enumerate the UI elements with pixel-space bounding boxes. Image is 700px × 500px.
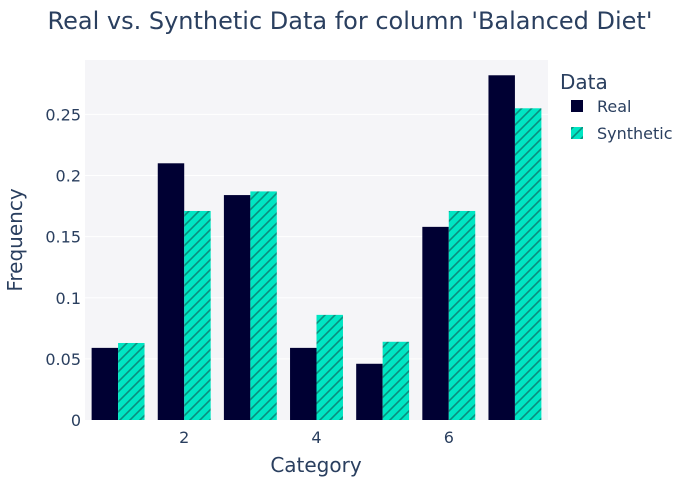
- bar-synthetic-6[interactable]: [448, 210, 476, 420]
- x-tick-label: 6: [444, 428, 454, 447]
- bar-real-4[interactable]: [290, 347, 317, 420]
- bars: [91, 75, 542, 421]
- bar-real-1[interactable]: [91, 347, 119, 420]
- bar-synthetic-4[interactable]: [316, 314, 343, 420]
- y-tick-label: 0: [71, 411, 81, 430]
- x-tick-label: 2: [179, 428, 189, 447]
- bar-synthetic-7[interactable]: [514, 108, 542, 421]
- y-tick-label: 0.2: [56, 167, 81, 186]
- legend-label-real: Real: [597, 97, 632, 116]
- bar-real-5[interactable]: [356, 363, 383, 420]
- y-tick-label: 0.05: [45, 350, 81, 369]
- chart-title: Real vs. Synthetic Data for column 'Bala…: [48, 7, 653, 35]
- legend-title: Data: [560, 70, 608, 94]
- legend-swatch-synthetic: [571, 127, 583, 139]
- legend[interactable]: Data Real Synthetic: [560, 70, 673, 143]
- bar-synthetic-5[interactable]: [382, 341, 410, 420]
- y-tick-label: 0.15: [45, 228, 81, 247]
- legend-item-synthetic[interactable]: Synthetic: [571, 124, 673, 143]
- x-tick-label: 4: [311, 428, 321, 447]
- bar-real-6[interactable]: [422, 226, 449, 420]
- bar-synthetic-3[interactable]: [250, 191, 277, 420]
- x-axis-title: Category: [270, 453, 362, 477]
- y-axis-ticks: 0 0.05 0.1 0.15 0.2 0.25: [45, 105, 81, 430]
- bar-synthetic-2[interactable]: [184, 210, 211, 420]
- bar-synthetic-1[interactable]: [118, 342, 145, 420]
- y-tick-label: 0.25: [45, 105, 81, 124]
- legend-item-real[interactable]: Real: [571, 97, 632, 116]
- y-tick-label: 0.1: [56, 289, 81, 308]
- y-axis-title: Frequency: [3, 188, 27, 291]
- legend-label-synthetic: Synthetic: [597, 124, 673, 143]
- bar-real-7[interactable]: [488, 75, 515, 420]
- x-axis-ticks: 2 4 6: [179, 428, 454, 447]
- bar-real-3[interactable]: [223, 195, 251, 420]
- bar-real-2[interactable]: [157, 163, 185, 421]
- legend-swatch-real: [571, 100, 583, 112]
